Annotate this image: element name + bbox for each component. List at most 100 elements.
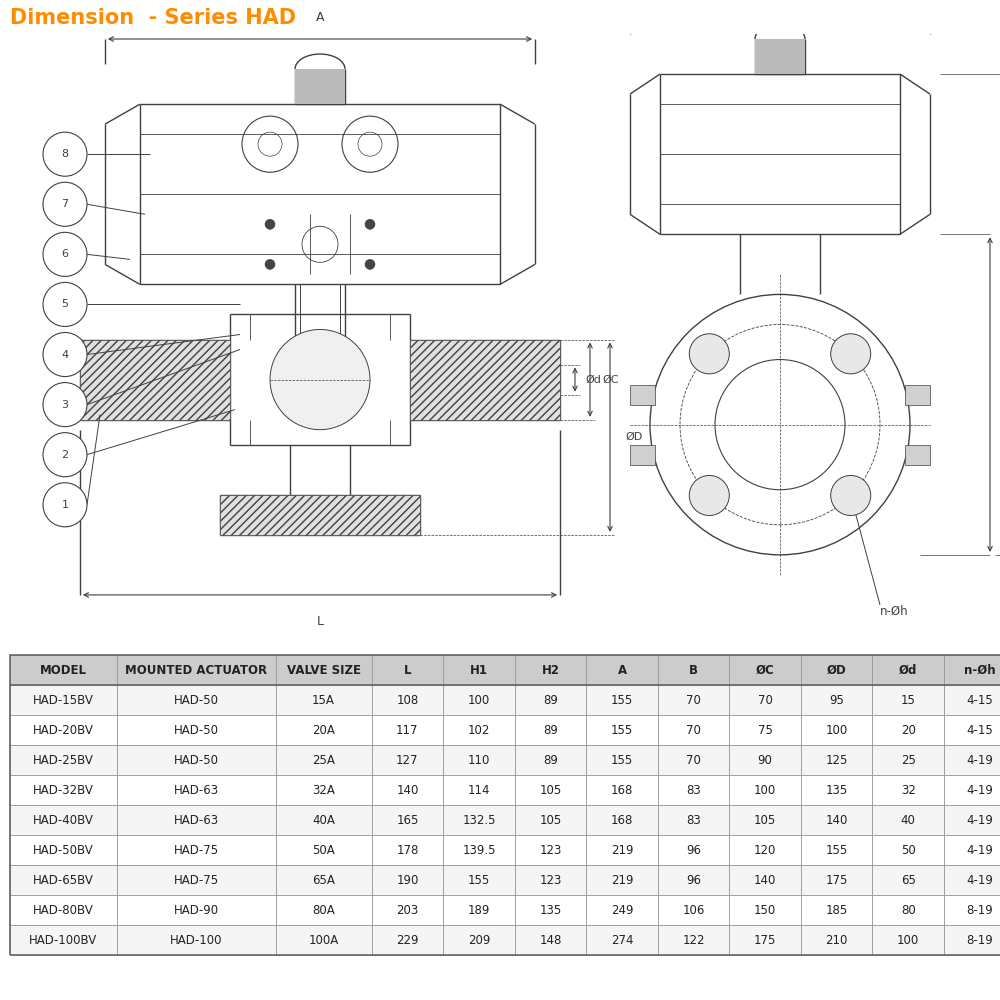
- Circle shape: [265, 259, 275, 269]
- Text: A: A: [316, 11, 324, 24]
- Text: 122: 122: [682, 934, 705, 946]
- Bar: [801, 715, 872, 745]
- Bar: [729, 775, 801, 805]
- Bar: [658, 745, 729, 775]
- Bar: [658, 715, 729, 745]
- Bar: [658, 805, 729, 835]
- Text: ØC: ØC: [756, 664, 774, 676]
- Bar: [658, 925, 729, 955]
- Bar: [117, 835, 276, 865]
- Text: 4-19: 4-19: [966, 784, 993, 796]
- Bar: [729, 805, 801, 835]
- Text: HAD-90: HAD-90: [174, 904, 219, 916]
- Text: 108: 108: [396, 694, 419, 706]
- Bar: [586, 745, 658, 775]
- Text: 89: 89: [543, 724, 558, 736]
- Text: 168: 168: [611, 784, 633, 796]
- Text: HAD-63: HAD-63: [174, 814, 219, 826]
- Text: L: L: [404, 664, 411, 676]
- Bar: [372, 865, 443, 895]
- Bar: [872, 685, 944, 715]
- Bar: [944, 865, 1000, 895]
- Text: 89: 89: [543, 754, 558, 766]
- Text: 120: 120: [754, 844, 776, 856]
- Circle shape: [43, 132, 87, 176]
- Text: 96: 96: [686, 844, 701, 856]
- Text: HAD-40BV: HAD-40BV: [33, 814, 94, 826]
- Text: HAD-75: HAD-75: [174, 844, 219, 856]
- Text: 102: 102: [468, 724, 490, 736]
- Circle shape: [265, 219, 275, 229]
- Text: 125: 125: [825, 754, 848, 766]
- Text: 70: 70: [686, 754, 701, 766]
- Bar: [515, 655, 586, 685]
- Text: 189: 189: [468, 904, 490, 916]
- Text: 150: 150: [754, 904, 776, 916]
- Bar: [801, 655, 872, 685]
- Bar: [443, 685, 515, 715]
- Text: ØC: ØC: [602, 375, 618, 385]
- Circle shape: [831, 334, 871, 374]
- Bar: [10, 655, 117, 685]
- Text: 4-15: 4-15: [966, 694, 993, 706]
- Bar: [10, 715, 117, 745]
- Circle shape: [365, 259, 375, 269]
- Bar: [443, 775, 515, 805]
- Bar: [586, 835, 658, 865]
- Text: 185: 185: [826, 904, 848, 916]
- Polygon shape: [295, 69, 345, 104]
- Text: 15: 15: [901, 694, 916, 706]
- Text: B: B: [689, 664, 698, 676]
- Bar: [10, 745, 117, 775]
- Text: 4-19: 4-19: [966, 874, 993, 886]
- Bar: [729, 745, 801, 775]
- Bar: [372, 715, 443, 745]
- Text: 190: 190: [396, 874, 419, 886]
- Text: HAD-63: HAD-63: [174, 784, 219, 796]
- Text: 100A: 100A: [308, 934, 339, 946]
- Text: H1: H1: [470, 664, 488, 676]
- Bar: [117, 715, 276, 745]
- Bar: [117, 655, 276, 685]
- Circle shape: [365, 219, 375, 229]
- Text: 4: 4: [61, 350, 69, 360]
- Text: 155: 155: [611, 694, 633, 706]
- Bar: [117, 895, 276, 925]
- Bar: [658, 835, 729, 865]
- Text: 175: 175: [754, 934, 776, 946]
- Text: 155: 155: [611, 754, 633, 766]
- Bar: [658, 685, 729, 715]
- Bar: [630, 385, 655, 405]
- Bar: [515, 925, 586, 955]
- Bar: [372, 685, 443, 715]
- Text: 100: 100: [754, 784, 776, 796]
- Text: 25A: 25A: [312, 754, 335, 766]
- Bar: [276, 685, 372, 715]
- Text: 70: 70: [686, 724, 701, 736]
- Bar: [372, 745, 443, 775]
- Text: 155: 155: [611, 724, 633, 736]
- Circle shape: [43, 383, 87, 427]
- Bar: [117, 805, 276, 835]
- Text: 178: 178: [396, 844, 419, 856]
- Text: HAD-50: HAD-50: [174, 724, 219, 736]
- Bar: [276, 655, 372, 685]
- Bar: [276, 925, 372, 955]
- Bar: [729, 895, 801, 925]
- Text: HAD-32BV: HAD-32BV: [33, 784, 94, 796]
- Bar: [10, 685, 117, 715]
- Text: 155: 155: [468, 874, 490, 886]
- Text: 139.5: 139.5: [462, 844, 496, 856]
- Text: 140: 140: [396, 784, 419, 796]
- Text: 96: 96: [686, 874, 701, 886]
- Bar: [515, 805, 586, 835]
- Text: HAD-50: HAD-50: [174, 754, 219, 766]
- Text: HAD-50BV: HAD-50BV: [33, 844, 94, 856]
- Bar: [10, 925, 117, 955]
- Bar: [586, 865, 658, 895]
- Bar: [944, 835, 1000, 865]
- Bar: [801, 835, 872, 865]
- Bar: [658, 655, 729, 685]
- Text: HAD-100: HAD-100: [170, 934, 222, 946]
- Circle shape: [689, 475, 729, 515]
